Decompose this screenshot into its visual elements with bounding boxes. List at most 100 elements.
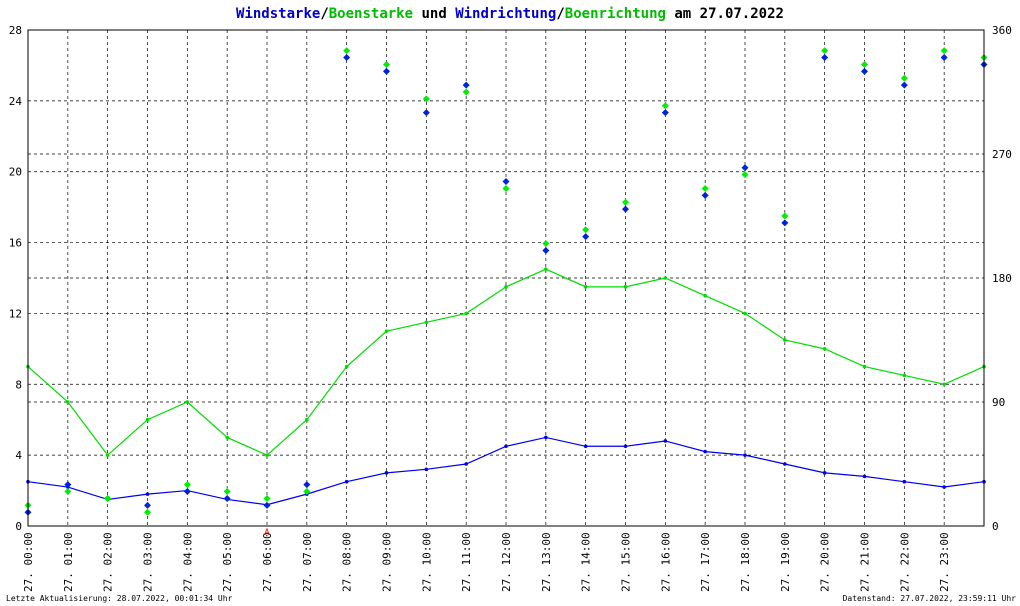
line-point-1-18 xyxy=(743,311,747,316)
direction-point-2-7 xyxy=(303,481,311,489)
y-right-tick-1: 90 xyxy=(992,396,1005,409)
direction-point-3-2 xyxy=(104,494,112,502)
line-point-0-11 xyxy=(464,462,468,466)
x-tick-13: 27. 13:00 xyxy=(540,532,553,592)
line-point-0-16 xyxy=(663,439,668,443)
direction-point-3-7 xyxy=(303,488,311,496)
x-tick-22: 27. 22:00 xyxy=(898,532,911,592)
x-tick-4: 27. 04:00 xyxy=(181,532,194,592)
y-left-axis: 0 4 8 12 16 20 24 28 xyxy=(9,24,23,533)
line-point-1-12 xyxy=(504,285,508,289)
line-point-1-8 xyxy=(344,364,349,369)
x-tick-9: 27. 09:00 xyxy=(381,532,394,592)
series-boenstarke xyxy=(26,267,986,457)
direction-point-2-16 xyxy=(661,109,669,117)
direction-point-3-15 xyxy=(622,198,629,206)
x-tick-5: 27. 05:00 xyxy=(221,532,234,592)
direction-point-3-22 xyxy=(900,74,908,82)
direction-point-3-9 xyxy=(383,60,390,68)
line-point-0-21 xyxy=(862,474,867,479)
direction-point-2-1 xyxy=(64,481,72,489)
line-point-1-10 xyxy=(424,320,429,325)
direction-point-2-10 xyxy=(422,109,430,117)
y-left-tick-7: 28 xyxy=(9,24,22,37)
y-right-tick-4: 360 xyxy=(992,24,1012,37)
line-point-1-23 xyxy=(942,382,946,387)
line-point-0-14 xyxy=(583,444,588,449)
title-part-4: Windrichtung xyxy=(455,6,556,22)
direction-point-3-21 xyxy=(861,60,868,68)
line-point-1-7 xyxy=(305,417,309,422)
line-point-0-23 xyxy=(942,485,946,489)
y-left-tick-6: 24 xyxy=(9,95,23,108)
line-point-1-14 xyxy=(583,285,588,289)
direction-point-2-8 xyxy=(343,54,351,62)
line-point-0-18 xyxy=(743,453,747,457)
line-point-0-15 xyxy=(623,444,628,449)
direction-point-3-6 xyxy=(263,494,271,502)
line-point-1-17 xyxy=(703,293,707,298)
line-point-1-15 xyxy=(623,285,628,289)
line-point-1-21 xyxy=(862,364,867,369)
x-axis: 27. 00:00 27. 01:00 27. 02:00 27. 03:00 27. … xyxy=(22,532,951,592)
line-point-0-10 xyxy=(424,467,429,472)
direction-point-2-5 xyxy=(223,494,231,502)
title-part-5: / xyxy=(556,6,564,22)
line-point-1-1 xyxy=(66,400,70,404)
line-point-0-12 xyxy=(504,444,508,449)
x-tick-12: 27. 12:00 xyxy=(500,532,513,592)
series-windstarke xyxy=(26,435,986,507)
footer-right: Datenstand: 27.07.2022, 23:59:11 Uhr xyxy=(843,594,1017,603)
direction-point-3-19 xyxy=(781,212,789,220)
line-point-0-8 xyxy=(344,479,349,484)
title-part-6: Boenrichtung xyxy=(565,6,666,22)
direction-point-2-6 xyxy=(263,501,271,509)
line-point-0-17 xyxy=(703,449,707,454)
series-boenrichtung xyxy=(24,47,988,516)
x-tick-7: 27. 07:00 xyxy=(301,532,314,592)
title-part-0: Windstarke xyxy=(236,6,320,22)
y-right-tick-3: 270 xyxy=(992,148,1012,161)
x-tick-3: 27. 03:00 xyxy=(142,532,155,592)
x-tick-14: 27. 14:00 xyxy=(580,532,593,592)
direction-point-3-10 xyxy=(422,95,430,103)
title-part-3: und xyxy=(413,6,455,22)
line-point-1-19 xyxy=(783,338,787,342)
direction-point-3-4 xyxy=(183,481,191,489)
title-part-7: am 27.07.2022 xyxy=(666,6,784,22)
direction-point-2-22 xyxy=(900,81,908,89)
x-tick-1: 27. 01:00 xyxy=(62,532,75,592)
line-point-0-22 xyxy=(902,479,907,484)
direction-point-3-17 xyxy=(701,184,709,192)
line-point-1-9 xyxy=(384,329,389,333)
x-tick-21: 27. 21:00 xyxy=(859,532,872,592)
title-part-2: Boenstarke xyxy=(329,6,413,22)
x-tick-8: 27. 08:00 xyxy=(341,532,354,592)
direction-point-2-12 xyxy=(502,178,510,186)
x-tick-2: 27. 02:00 xyxy=(102,532,115,592)
line-point-1-2 xyxy=(105,453,110,457)
plot-frame xyxy=(27,29,985,527)
direction-point-3-14 xyxy=(582,226,590,234)
line-point-0-19 xyxy=(783,462,787,466)
direction-point-3-23 xyxy=(940,47,948,55)
line-point-1-11 xyxy=(464,311,468,316)
direction-point-3-11 xyxy=(462,88,470,96)
y-right-tick-2: 180 xyxy=(992,272,1012,285)
footer-left: Letzte Aktualisierung: 28.07.2022, 00:01… xyxy=(6,594,233,603)
line-point-1-13 xyxy=(544,267,548,271)
line-point-1-4 xyxy=(185,400,190,404)
y-right-tick-0: 0 xyxy=(992,520,999,533)
x-tick-11: 27. 11:00 xyxy=(460,532,473,592)
grid-lines xyxy=(27,29,984,527)
direction-point-2-18 xyxy=(741,164,749,172)
series-layer xyxy=(24,47,988,516)
chart-title: Windstarke/Boenstarke und Windrichtung/B… xyxy=(236,6,784,22)
line-point-1-3 xyxy=(145,417,150,422)
direction-point-3-18 xyxy=(741,171,749,179)
y-right-axis: 0 90 180 270 360 xyxy=(992,24,1012,533)
line-point-1-16 xyxy=(663,276,668,280)
x-tick-20: 27. 20:00 xyxy=(819,532,832,592)
y-left-tick-4: 16 xyxy=(9,237,22,250)
